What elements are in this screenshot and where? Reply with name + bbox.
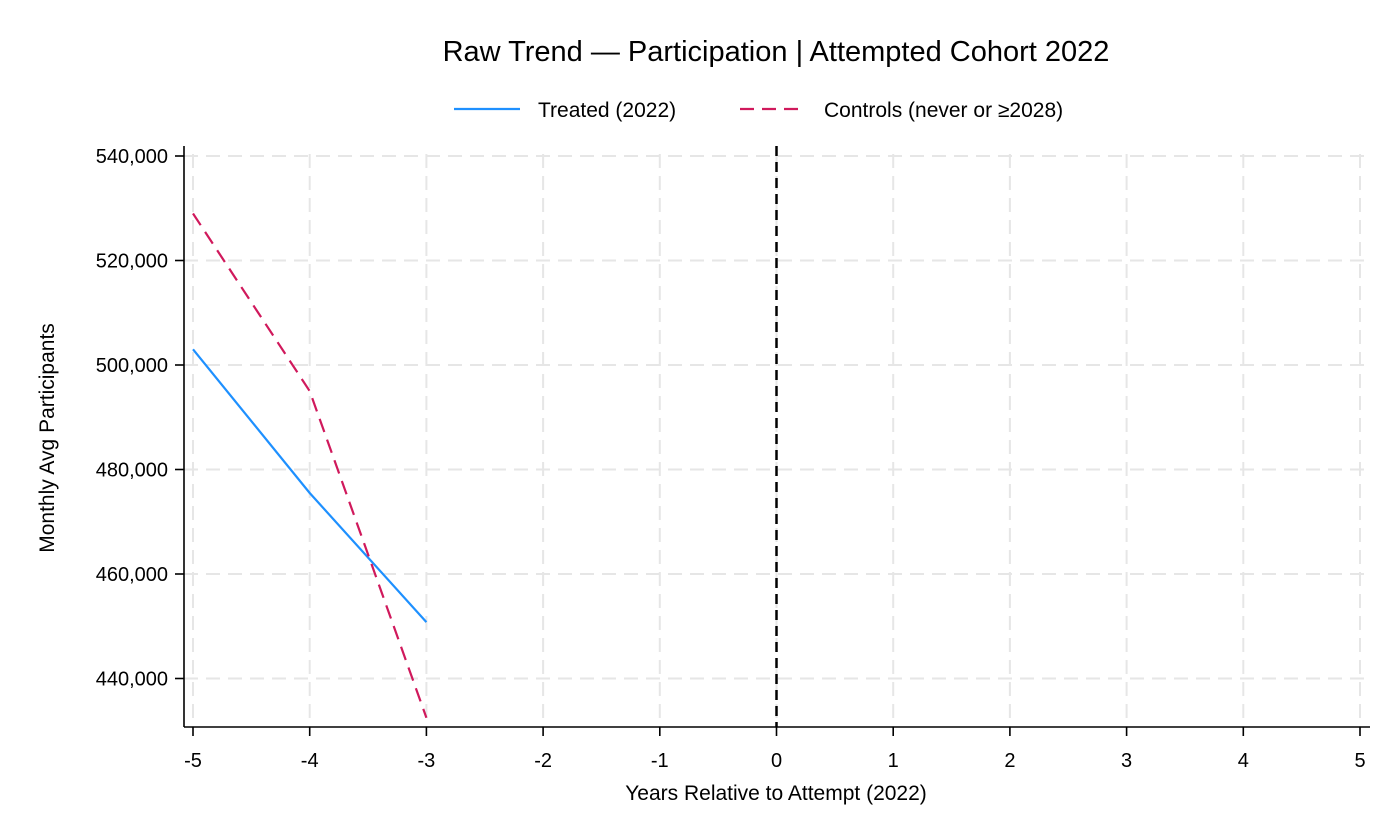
chart-title: Raw Trend — Participation | Attempted Co… xyxy=(443,36,1110,68)
y-tick-label: 520,000 xyxy=(96,251,168,273)
x-tick-label: 2 xyxy=(1004,750,1015,772)
x-tick-label: 3 xyxy=(1121,750,1132,772)
legend: Treated (2022) Controls (never or ≥2028) xyxy=(454,99,1063,122)
legend-label-1: Controls (never or ≥2028) xyxy=(824,99,1063,122)
x-tick-label: -3 xyxy=(418,750,436,772)
y-tick-label: 540,000 xyxy=(96,146,168,168)
y-tick-label: 480,000 xyxy=(96,460,168,482)
x-tick-label: -1 xyxy=(651,750,669,772)
series-group xyxy=(192,212,428,719)
x-tick-label: 4 xyxy=(1238,750,1249,772)
series-line-1 xyxy=(192,212,428,719)
x-tick-label: 0 xyxy=(771,750,782,772)
x-tick-label: 1 xyxy=(888,750,899,772)
y-axis-label: Monthly Avg Participants xyxy=(36,323,59,553)
x-tick-label: -5 xyxy=(184,750,202,772)
y-tick-label: 440,000 xyxy=(96,669,168,691)
x-axis-label: Years Relative to Attempt (2022) xyxy=(625,782,927,805)
legend-label-0: Treated (2022) xyxy=(538,99,676,122)
axes: -5 -4 -3 -2 -1 0 1 2 3 4 5 440,000 460,000 480,000 500… xyxy=(96,146,1370,772)
y-tick-label: 460,000 xyxy=(96,564,168,586)
x-tick-label: -2 xyxy=(534,750,552,772)
y-tick-label: 500,000 xyxy=(96,355,168,377)
x-tick-label: -4 xyxy=(301,750,319,772)
x-tick-label: 5 xyxy=(1354,750,1365,772)
